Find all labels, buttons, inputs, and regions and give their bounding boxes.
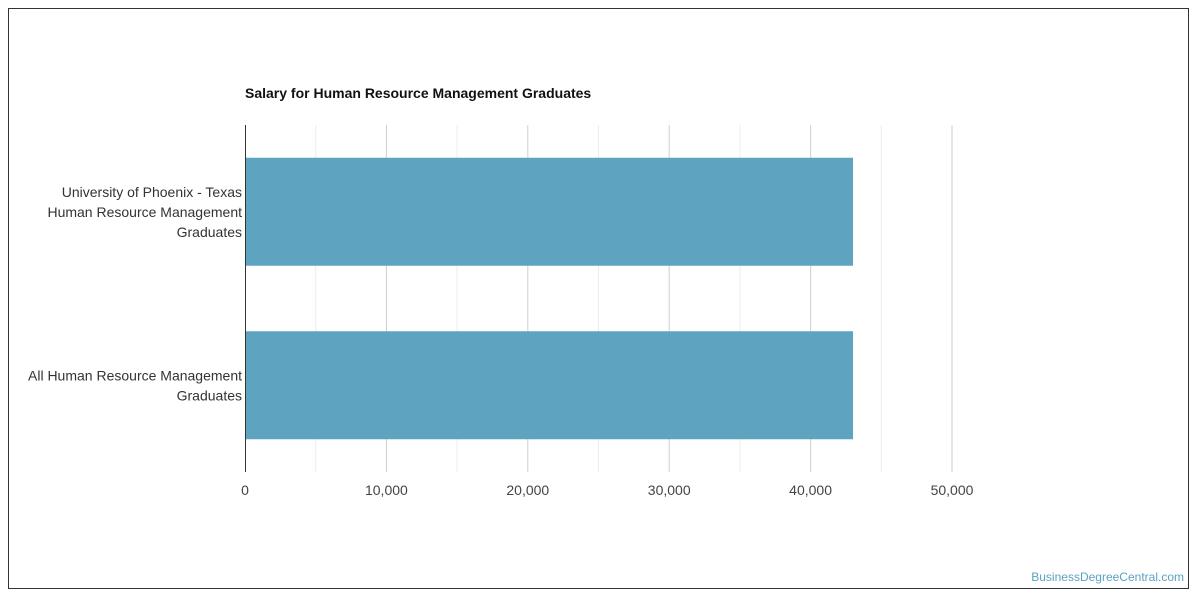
- bar: [245, 157, 854, 266]
- bar: [245, 331, 854, 440]
- category-label: University of Phoenix - Texas Human Resou…: [47, 184, 242, 240]
- x-tick-label: 10,000: [365, 482, 408, 498]
- chart-title: Salary for Human Resource Management Gra…: [245, 85, 592, 101]
- watermark: BusinessDegreeCentral.com: [1031, 570, 1184, 584]
- bars: [245, 157, 854, 440]
- category-label: All Human Resource Management Graduates: [28, 367, 242, 403]
- x-tick-label: 30,000: [648, 482, 691, 498]
- x-tick-label: 50,000: [931, 482, 974, 498]
- x-tick-label: 20,000: [506, 482, 549, 498]
- labels: 0 10,000 20,000 30,000 40,000 50,000 Universit…: [28, 184, 974, 498]
- x-tick-label: 0: [241, 482, 249, 498]
- x-tick-label: 40,000: [789, 482, 832, 498]
